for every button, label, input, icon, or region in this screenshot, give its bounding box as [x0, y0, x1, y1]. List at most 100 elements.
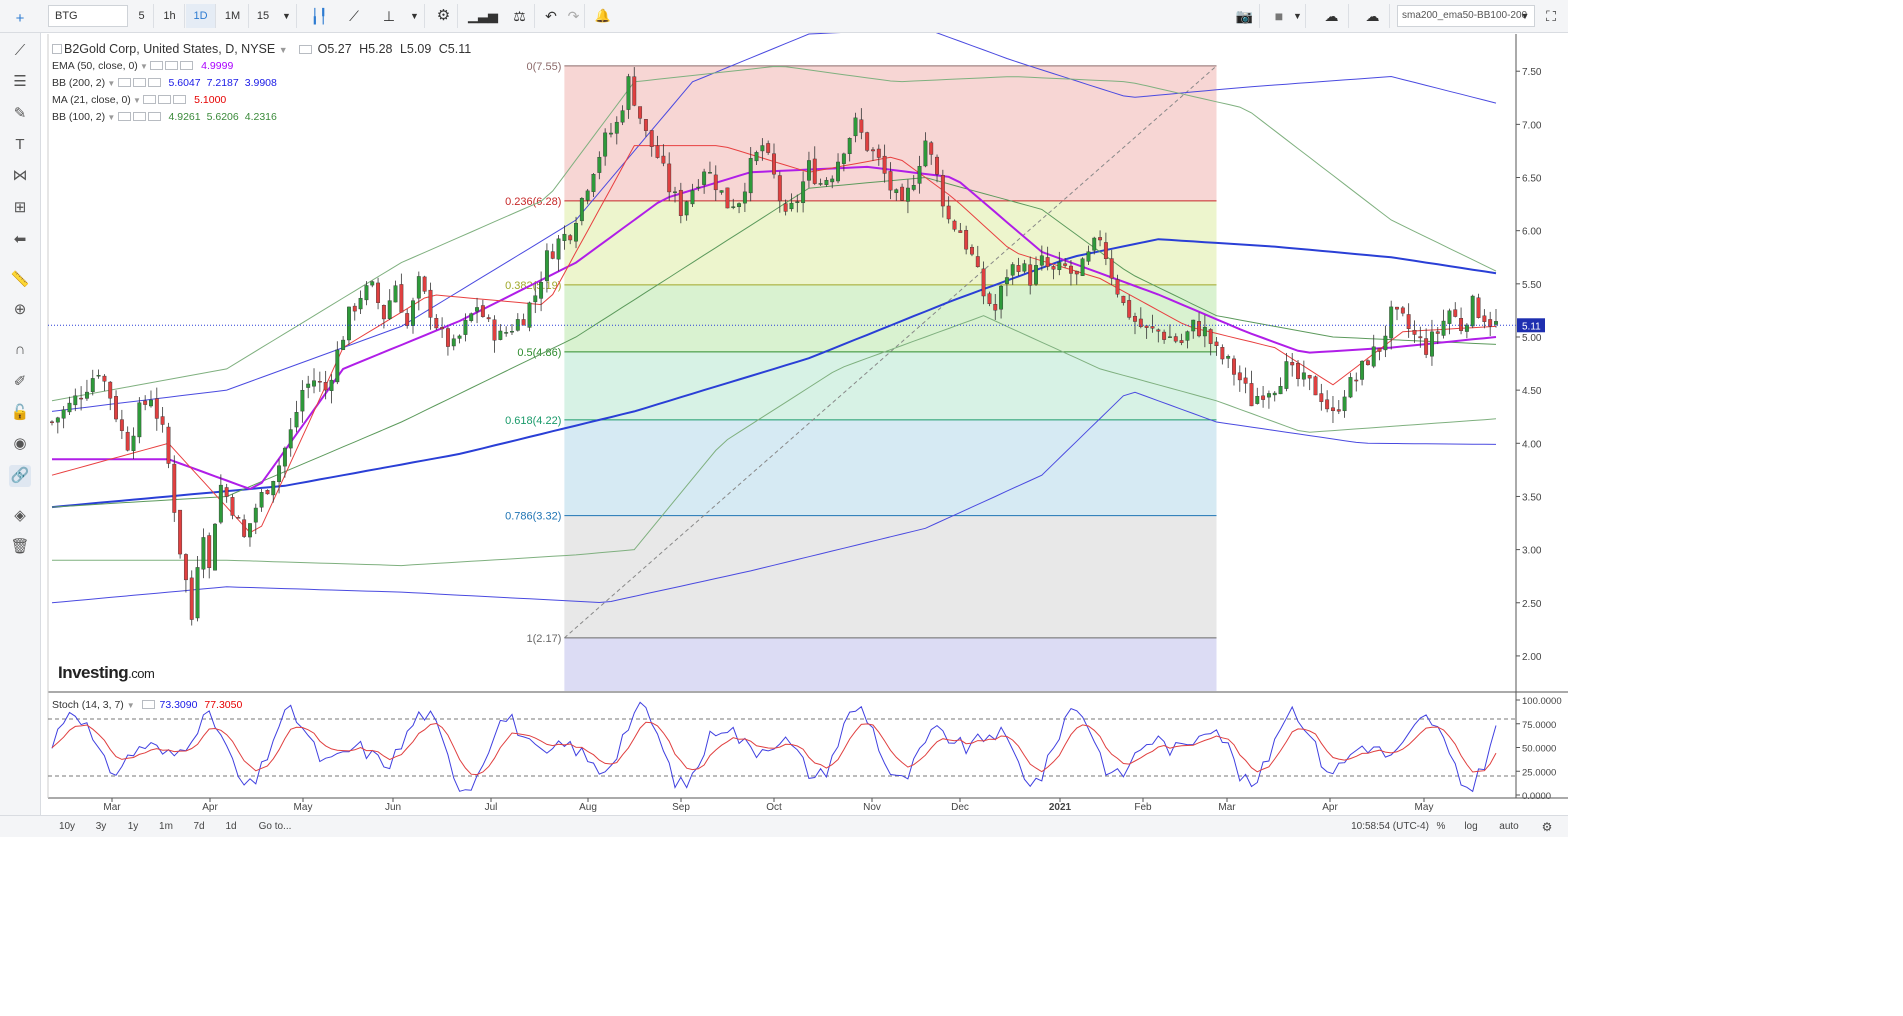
- percent-toggle[interactable]: %: [1436, 821, 1446, 832]
- title-settings-icon[interactable]: [299, 45, 313, 54]
- candle-body: [935, 156, 939, 175]
- magnet-icon[interactable]: ∩: [14, 341, 26, 358]
- indicator-settings-icon[interactable]: [147, 78, 161, 87]
- indicator-dropdown-chevron-icon[interactable]: ▼: [137, 62, 151, 71]
- candle: [341, 336, 346, 351]
- indicator-settings-icon[interactable]: [180, 61, 194, 70]
- color-square-icon[interactable]: ■: [1274, 8, 1284, 24]
- indicator-settings-icon[interactable]: [143, 95, 157, 104]
- range-7d[interactable]: 7d: [193, 821, 205, 832]
- top-toolbar: BTG 5 1h 1D 1M 15 ▼ ╽╿ ⟋ ⊥ ▼ ⚙ ▁▃▅ ⚖ ↶ ↷…: [0, 0, 1568, 33]
- indicators-icon[interactable]: ▁▃▅: [468, 8, 498, 23]
- brush-icon[interactable]: ✎: [13, 105, 27, 122]
- candle: [1325, 390, 1330, 413]
- indicator-settings-icon[interactable]: [147, 112, 161, 121]
- link-icon[interactable]: 🔗: [9, 465, 31, 487]
- price-chart[interactable]: 0(7.55) 0.236(6.28) 0.382(5.19) 0.5(4.86) 0.…: [0, 0, 1568, 815]
- candle-body: [649, 130, 654, 147]
- candle: [929, 140, 934, 165]
- template-select[interactable]: sma200_ema50-BB100-200: [1397, 5, 1535, 27]
- collapse-square-icon[interactable]: [52, 44, 62, 54]
- range-10y[interactable]: 10y: [58, 821, 76, 832]
- line-style-icon[interactable]: ⟋: [349, 8, 359, 24]
- indicator-settings-icon[interactable]: [173, 95, 187, 104]
- price-tick-label: 6.00: [1522, 227, 1542, 238]
- candle-body: [1063, 263, 1068, 266]
- range-1m[interactable]: 1m: [159, 821, 173, 832]
- ruler-icon[interactable]: 📏: [10, 271, 30, 288]
- undo-icon[interactable]: ↶: [545, 8, 557, 24]
- settings-gear-icon[interactable]: ⚙: [430, 4, 458, 28]
- indicator-dropdown-chevron-icon[interactable]: ▼: [105, 79, 118, 88]
- candle: [416, 271, 421, 311]
- range-3y[interactable]: 3y: [95, 821, 107, 832]
- candle-body: [713, 174, 718, 191]
- stoch-tick-label: 25.0000: [1522, 767, 1556, 778]
- interval-1h[interactable]: 1h: [155, 4, 185, 28]
- interval-1m[interactable]: 1M: [217, 4, 249, 28]
- candle: [1406, 303, 1411, 338]
- candle-body: [1296, 363, 1300, 380]
- back-arrow-icon[interactable]: ⬅: [13, 231, 27, 248]
- interval-dropdown-chevron-icon[interactable]: ▼: [277, 4, 297, 28]
- indicator-dropdown-chevron-icon[interactable]: ▼: [130, 96, 144, 105]
- range-1d[interactable]: 1d: [225, 821, 237, 832]
- stoch-settings-icon[interactable]: [141, 700, 155, 709]
- candle-body: [440, 327, 445, 330]
- bottom-settings-gear-icon[interactable]: ⚙: [1541, 820, 1553, 834]
- candle-body: [614, 121, 619, 134]
- interval-1d[interactable]: 1D: [186, 4, 216, 28]
- indicator-settings-icon[interactable]: [165, 61, 179, 70]
- candle: [1453, 302, 1458, 318]
- stay-drawing-icon[interactable]: ✐: [13, 373, 27, 390]
- indicator-settings-icon[interactable]: [132, 112, 146, 121]
- trend-line-icon[interactable]: ⟋: [14, 42, 26, 59]
- eye-icon[interactable]: ◉: [13, 435, 27, 452]
- stoch-dropdown-chevron-icon[interactable]: ▼: [126, 701, 135, 710]
- text-tool-icon[interactable]: T: [15, 136, 25, 153]
- cloud-save-icon[interactable]: ☁: [1356, 4, 1390, 28]
- indicator-settings-icon[interactable]: [132, 78, 146, 87]
- candle: [1476, 293, 1481, 319]
- candle: [1057, 251, 1062, 276]
- title-dropdown-chevron-icon[interactable]: ▼: [278, 45, 288, 55]
- log-toggle[interactable]: log: [1464, 821, 1478, 832]
- candle: [312, 368, 316, 394]
- lock-icon[interactable]: 🔓: [10, 404, 30, 421]
- auto-toggle[interactable]: auto: [1499, 821, 1519, 832]
- interval-5[interactable]: 5: [130, 4, 154, 28]
- horizontal-lines-icon[interactable]: ☰: [13, 73, 27, 90]
- layers-icon[interactable]: ◈: [14, 507, 26, 524]
- compare-icon[interactable]: ⊥: [382, 8, 396, 24]
- goto-date-button[interactable]: Go to...: [258, 821, 292, 832]
- redo-icon[interactable]: ↷: [563, 4, 585, 28]
- candle-body: [673, 191, 677, 193]
- indicator-settings-icon[interactable]: [150, 61, 164, 70]
- zoom-in-icon[interactable]: ⊕: [13, 301, 27, 318]
- candles-style-icon[interactable]: ╽╿: [310, 8, 328, 24]
- candle: [1039, 245, 1044, 271]
- candle-body: [73, 395, 78, 406]
- interval-15[interactable]: 15: [256, 10, 270, 22]
- pattern-icon[interactable]: ⋈: [12, 167, 28, 184]
- balance-compare-icon[interactable]: ⚖: [505, 4, 535, 28]
- candle: [527, 301, 532, 332]
- indicator-settings-icon[interactable]: [117, 78, 131, 87]
- style-dropdown-chevron-icon[interactable]: ▼: [405, 4, 425, 28]
- fullscreen-icon[interactable]: ⛶: [1546, 8, 1556, 24]
- color-dropdown-chevron-icon[interactable]: ▼: [1290, 4, 1306, 28]
- alert-bell-icon[interactable]: 🔔: [594, 8, 612, 23]
- range-1y[interactable]: 1y: [127, 821, 139, 832]
- crosshair-icon[interactable]: +: [15, 10, 25, 27]
- fib-tool-icon[interactable]: ⊞: [13, 199, 27, 216]
- symbol-input[interactable]: BTG: [48, 5, 128, 27]
- camera-snapshot-icon[interactable]: 📷: [1230, 4, 1260, 28]
- template-dropdown-chevron-icon[interactable]: ▼: [1520, 11, 1530, 21]
- indicator-settings-icon[interactable]: [158, 95, 172, 104]
- indicator-settings-icon[interactable]: [117, 112, 131, 121]
- indicator-dropdown-chevron-icon[interactable]: ▼: [105, 113, 118, 122]
- cloud-load-icon[interactable]: ☁: [1315, 4, 1349, 28]
- candle: [1086, 245, 1091, 266]
- candle-body: [1331, 407, 1335, 412]
- trash-icon[interactable]: 🗑: [10, 538, 30, 555]
